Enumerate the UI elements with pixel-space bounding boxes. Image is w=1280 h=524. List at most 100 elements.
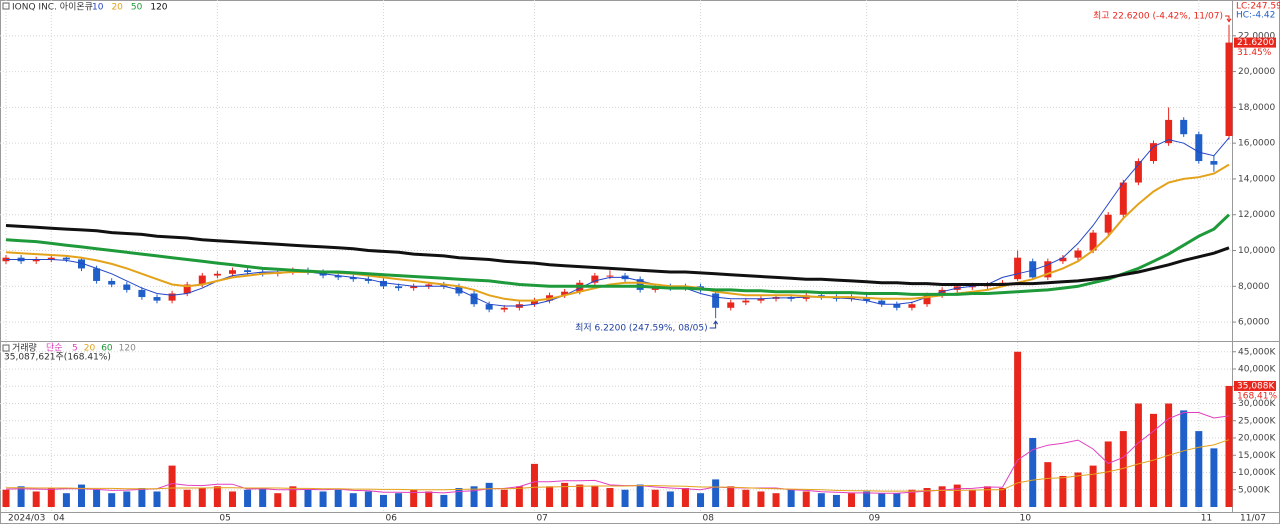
hc-label: HC:-4.42 xyxy=(1236,11,1275,21)
volume-bar xyxy=(304,489,312,507)
y-tick-label: 20,0000 xyxy=(1238,67,1275,77)
candle-body xyxy=(1210,161,1218,165)
candle-body xyxy=(530,300,538,305)
moving-average xyxy=(5,213,1231,296)
candle-body xyxy=(1014,257,1022,280)
legend-entry: 60 xyxy=(101,344,113,354)
lc-label: LC:247.59 xyxy=(1236,2,1280,12)
y-tick-label: 22,0000 xyxy=(1238,31,1275,41)
x-tick-label: 09 xyxy=(869,514,881,524)
volume-title: 거래량 xyxy=(12,342,37,354)
volume-bar xyxy=(893,493,901,507)
volume-bar xyxy=(878,493,886,507)
volume-bar xyxy=(168,465,176,507)
candle-body xyxy=(1150,143,1158,162)
candle-body xyxy=(379,280,387,287)
candle-body xyxy=(395,286,403,289)
price-title: IONQ INC. 아이온큐 xyxy=(12,2,93,13)
volume-bar xyxy=(1225,385,1233,507)
volume-bar xyxy=(1089,465,1097,507)
note-arrow xyxy=(709,320,719,329)
candle-body xyxy=(938,289,946,296)
legend-entry: 120 xyxy=(119,344,136,354)
legend-entry: 20 xyxy=(111,3,123,13)
candle-body xyxy=(1119,182,1127,215)
candle-body xyxy=(893,304,901,308)
volume-bar xyxy=(1044,462,1052,507)
volume-bar xyxy=(576,484,584,507)
candle-body xyxy=(244,270,252,272)
candle-body xyxy=(742,300,750,303)
volume-bar xyxy=(274,493,282,507)
volume-bar xyxy=(757,491,765,507)
candle-body xyxy=(168,293,176,301)
x-tick-label: 11/07 xyxy=(1240,514,1266,524)
volume-average xyxy=(6,439,1230,492)
volume-bar xyxy=(455,488,463,507)
volume-bar xyxy=(621,489,629,507)
volume-bar xyxy=(228,491,236,507)
candle-body xyxy=(606,275,614,277)
volume-bar xyxy=(666,491,674,507)
volume-bar xyxy=(908,489,916,507)
volume-bar xyxy=(863,491,871,507)
volume-bar xyxy=(153,491,161,507)
volume-bar xyxy=(349,493,357,507)
x-tick-label: 10 xyxy=(1020,514,1032,524)
volume-bar xyxy=(953,484,961,507)
volume-bar xyxy=(1180,410,1188,507)
volume-bar xyxy=(410,489,418,507)
x-tick-label: 07 xyxy=(536,514,547,524)
last-volume-tag xyxy=(1234,380,1276,391)
candle-body xyxy=(1044,261,1052,278)
volume-bar xyxy=(183,489,191,507)
volume-bar xyxy=(500,489,508,507)
volume-bar xyxy=(259,488,267,507)
volume-bar xyxy=(425,491,433,507)
volume-bar xyxy=(485,482,493,507)
volume-bar xyxy=(742,489,750,507)
candle-body xyxy=(500,307,508,310)
volume-bar xyxy=(379,494,387,507)
low-note: 최저 6.2200 (247.59%, 08/05) xyxy=(575,323,708,334)
volume-bar xyxy=(319,491,327,507)
volume-bar xyxy=(968,489,976,507)
candle-body xyxy=(485,304,493,310)
volume-bar xyxy=(123,491,131,507)
last-price-label: 21.6200 xyxy=(1237,38,1274,48)
y-tick-label: 45,000K xyxy=(1238,347,1276,357)
pane-icon xyxy=(2,2,10,10)
candle-body xyxy=(727,302,735,308)
volume-bar xyxy=(697,493,705,507)
x-tick-label: 2024/03 xyxy=(8,514,45,524)
candle-body xyxy=(1195,134,1203,162)
volume-bar xyxy=(62,493,70,507)
candle-body xyxy=(1104,214,1112,233)
volume-bar xyxy=(651,489,659,507)
volume-bar xyxy=(727,486,735,507)
volume-bar xyxy=(712,479,720,507)
volume-bar xyxy=(395,493,403,507)
moving-average xyxy=(5,224,1230,286)
candle-body xyxy=(1059,257,1067,262)
last-volume-change: 168.41% xyxy=(1237,391,1277,401)
candle-body xyxy=(364,279,372,281)
candle-body xyxy=(908,304,916,308)
volume-bar xyxy=(93,489,101,507)
candle-body xyxy=(470,293,478,305)
volume-bar xyxy=(47,488,55,507)
last-price-change: 31.45% xyxy=(1237,48,1272,58)
y-tick-label: 8,0000 xyxy=(1238,282,1270,292)
legend-entry: 120 xyxy=(150,3,167,13)
volume-bar xyxy=(817,493,825,507)
volume-bar xyxy=(636,484,644,507)
note-arrow xyxy=(1225,15,1232,23)
candle-body xyxy=(153,297,161,301)
candle-body xyxy=(1089,232,1097,251)
volume-bar xyxy=(787,489,795,507)
candle-body xyxy=(1225,42,1233,136)
volume-bar xyxy=(848,493,856,507)
y-tick-label: 14,0000 xyxy=(1238,174,1275,184)
